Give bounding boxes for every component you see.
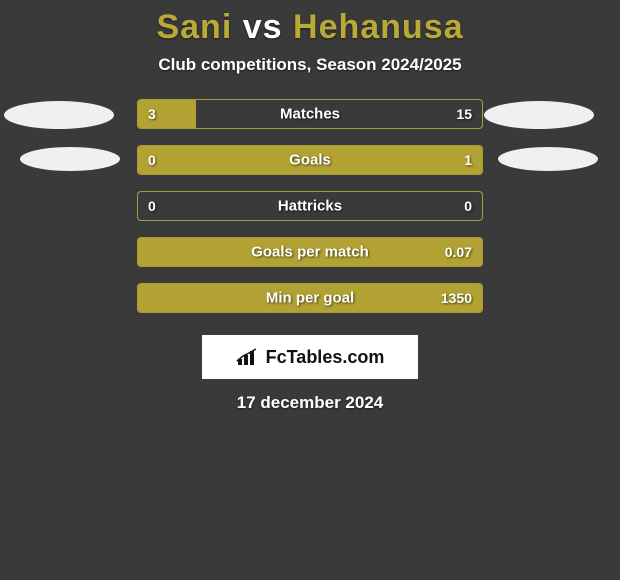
stat-label: Goals per match bbox=[138, 244, 482, 261]
title-left: Sani bbox=[156, 8, 232, 46]
stats-arena: Matches315Goals01Hattricks00Goals per ma… bbox=[0, 99, 620, 413]
player-right-oval-2 bbox=[498, 147, 598, 171]
date-line: 17 december 2024 bbox=[0, 393, 620, 413]
bar-chart-icon bbox=[236, 347, 260, 367]
title-mid: vs bbox=[243, 8, 283, 46]
stat-value-right: 0.07 bbox=[445, 244, 472, 260]
stat-value-left: 3 bbox=[148, 106, 156, 122]
stat-row: Goals per match0.07 bbox=[137, 237, 483, 267]
stat-value-right: 0 bbox=[464, 198, 472, 214]
stat-label: Min per goal bbox=[138, 290, 482, 307]
title-right: Hehanusa bbox=[293, 8, 464, 46]
stat-value-right: 1350 bbox=[441, 290, 472, 306]
page-title: Sani vs Hehanusa bbox=[0, 0, 620, 47]
player-right-oval-1 bbox=[484, 101, 594, 129]
brand-text: FcTables.com bbox=[266, 347, 385, 368]
brand-logo: FcTables.com bbox=[202, 335, 418, 379]
player-left-oval-2 bbox=[20, 147, 120, 171]
stat-row: Min per goal1350 bbox=[137, 283, 483, 313]
stat-value-left: 0 bbox=[148, 198, 156, 214]
stat-row: Matches3 15 bbox=[137, 99, 483, 129]
stat-label: Goals bbox=[138, 152, 482, 169]
player-left-oval-1 bbox=[4, 101, 114, 129]
stat-value-right: 15 bbox=[456, 106, 472, 122]
stat-row: Hattricks0 0 bbox=[137, 191, 483, 221]
stat-label: Matches bbox=[138, 106, 482, 123]
stat-label: Hattricks bbox=[138, 198, 482, 215]
subtitle: Club competitions, Season 2024/2025 bbox=[0, 55, 620, 75]
stats-rows: Matches315Goals01Hattricks00Goals per ma… bbox=[137, 99, 483, 313]
stat-row: Goals0 1 bbox=[137, 145, 483, 175]
stat-value-right: 1 bbox=[464, 152, 472, 168]
stat-value-left: 0 bbox=[148, 152, 156, 168]
